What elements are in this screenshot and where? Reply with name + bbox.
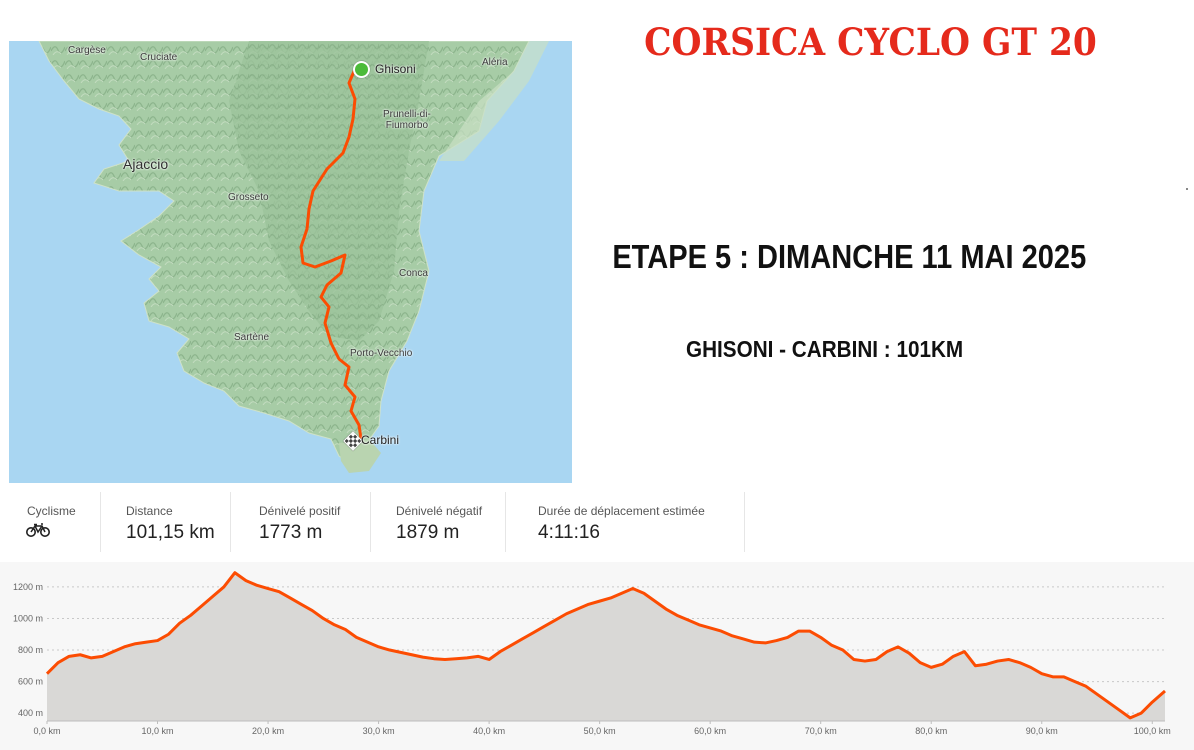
x-tick-label: 100,0 km [1134,726,1171,736]
stat-divider [505,492,506,552]
decorative-dot [1186,188,1188,190]
route-map[interactable]: Ghisoni Carbini Cargèse Cruciate Aléria … [9,41,572,483]
elevation-chart-svg: 400 m 600 m 800 m 1000 m 1200 m 0,0 km 10,0 km… [13,571,1171,736]
loss-label: Dénivelé négatif [396,504,483,518]
elevation-area [47,572,1165,721]
stat-distance: Distance 101,15 km [126,492,246,552]
gain-value: 1773 m [259,522,323,543]
stat-elevation-loss: Dénivelé négatif 1879 m [396,492,516,552]
place-conca: Conca [399,268,428,279]
place-grosseto: Grosseto [228,192,269,203]
x-tick-label: 40,0 km [473,726,505,736]
stage-title: ETAPE 5 : DIMANCHE 11 MAI 2025 [612,238,1087,275]
y-tick-label: 1000 m [13,613,43,623]
duration-value: 4:11:16 [538,522,600,543]
event-title: CORSICA CYCLO GT 20 [644,20,1097,64]
stat-divider [100,492,101,552]
x-tick-label: 30,0 km [363,726,395,736]
stat-divider [230,492,231,552]
route-title: GHISONI - CARBINI : 101KM [686,336,964,362]
loss-value: 1879 m [396,522,460,543]
place-ajaccio: Ajaccio [123,156,169,172]
gain-label: Dénivelé positif [259,504,341,518]
elevation-profile[interactable]: 400 m 600 m 800 m 1000 m 1200 m 0,0 km 10,0 km… [0,562,1194,750]
stat-duration: Durée de déplacement estimée 4:11:16 [538,492,738,552]
y-tick-label: 600 m [18,677,43,687]
x-tick-label: 0,0 km [33,726,60,736]
stat-divider [744,492,745,552]
start-marker[interactable] [353,61,370,78]
x-tick-label: 50,0 km [584,726,616,736]
y-tick-label: 1200 m [13,582,43,592]
finish-label: Carbini [361,433,400,447]
y-tick-label: 400 m [18,708,43,718]
x-tick-label: 70,0 km [805,726,837,736]
place-cruciate: Cruciate [140,52,178,63]
place-aleria: Aléria [482,57,508,68]
route-line [299,68,363,440]
stat-divider [370,492,371,552]
place-prunelli: Prunelli-di- Fiumorbo [383,109,431,131]
place-sartene: Sartène [234,332,270,343]
stat-activity: Cyclisme [16,492,100,552]
x-tick-label: 60,0 km [694,726,726,736]
elevation-line [45,571,1166,720]
y-tick-label: 800 m [18,645,43,655]
map-canvas [9,41,572,483]
x-tick-label: 20,0 km [252,726,284,736]
start-label: Ghisoni [375,62,416,76]
x-tick-label: 80,0 km [915,726,947,736]
activity-label: Cyclisme [27,504,76,518]
distance-value: 101,15 km [126,522,215,543]
east-plain [439,41,549,161]
duration-label: Durée de déplacement estimée [538,504,705,518]
x-tick-label: 90,0 km [1026,726,1058,736]
distance-label: Distance [126,504,173,518]
bike-icon [26,523,50,537]
mountain-ridge [229,41,429,341]
place-porto-vecchio: Porto-Vecchio [350,348,413,359]
x-tick-label: 10,0 km [142,726,174,736]
stat-elevation-gain: Dénivelé positif 1773 m [259,492,379,552]
place-cargese: Cargèse [68,45,106,56]
